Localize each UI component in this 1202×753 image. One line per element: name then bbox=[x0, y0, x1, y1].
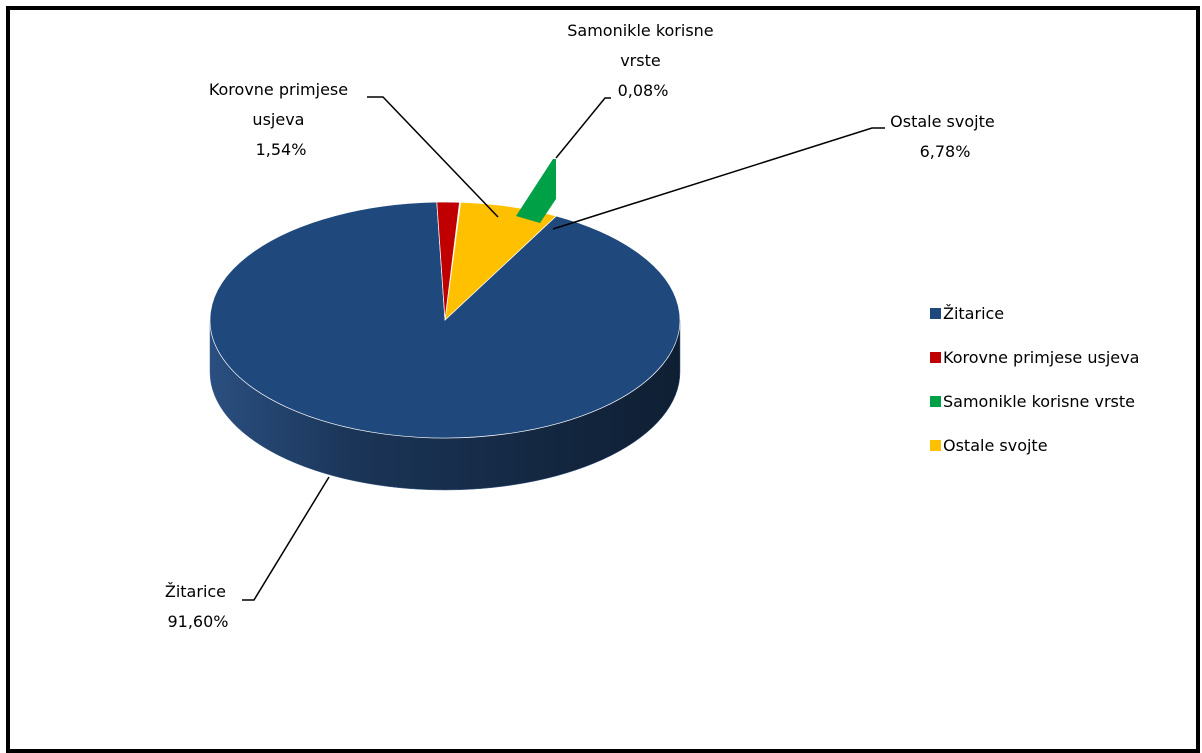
legend-label: Samonikle korisne vrste bbox=[943, 392, 1135, 411]
legend-swatch bbox=[930, 352, 941, 363]
legend-label: Korovne primjese usjeva bbox=[943, 348, 1139, 367]
pie-slice-ostale-svojte bbox=[444, 201, 557, 321]
legend-item-samonikle: Samonikle korisne vrste bbox=[930, 392, 1135, 411]
data-label-ostale: Ostale svojte 6,78% bbox=[890, 112, 1000, 161]
legend-label: Žitarice bbox=[943, 304, 1004, 323]
leader-line-samonikle bbox=[555, 97, 611, 159]
legend-label: Ostale svojte bbox=[943, 436, 1048, 455]
legend-item-zitarice: Žitarice bbox=[930, 304, 1004, 323]
pie-slice-korovne-primjese bbox=[436, 201, 460, 321]
legend-item-korovne: Korovne primjese usjeva bbox=[930, 348, 1139, 367]
data-label-zitarice: Žitarice 91,60% bbox=[165, 582, 231, 631]
leader-line-ostale bbox=[552, 127, 885, 230]
leader-line-zitarice bbox=[242, 476, 330, 601]
legend-item-ostale: Ostale svojte bbox=[930, 436, 1048, 455]
pie-slice-samonikle-vrste bbox=[516, 159, 556, 223]
legend: Žitarice Korovne primjese usjeva Samonik… bbox=[930, 304, 1139, 455]
data-label-korovne: Korovne primjese usjeva 1,54% bbox=[209, 80, 353, 159]
legend-swatch bbox=[930, 308, 941, 319]
data-label-samonikle: Samonikle korisne vrste 0,08% bbox=[567, 21, 718, 100]
legend-swatch bbox=[930, 440, 941, 451]
legend-swatch bbox=[930, 396, 941, 407]
leader-line-korovne bbox=[367, 96, 499, 218]
